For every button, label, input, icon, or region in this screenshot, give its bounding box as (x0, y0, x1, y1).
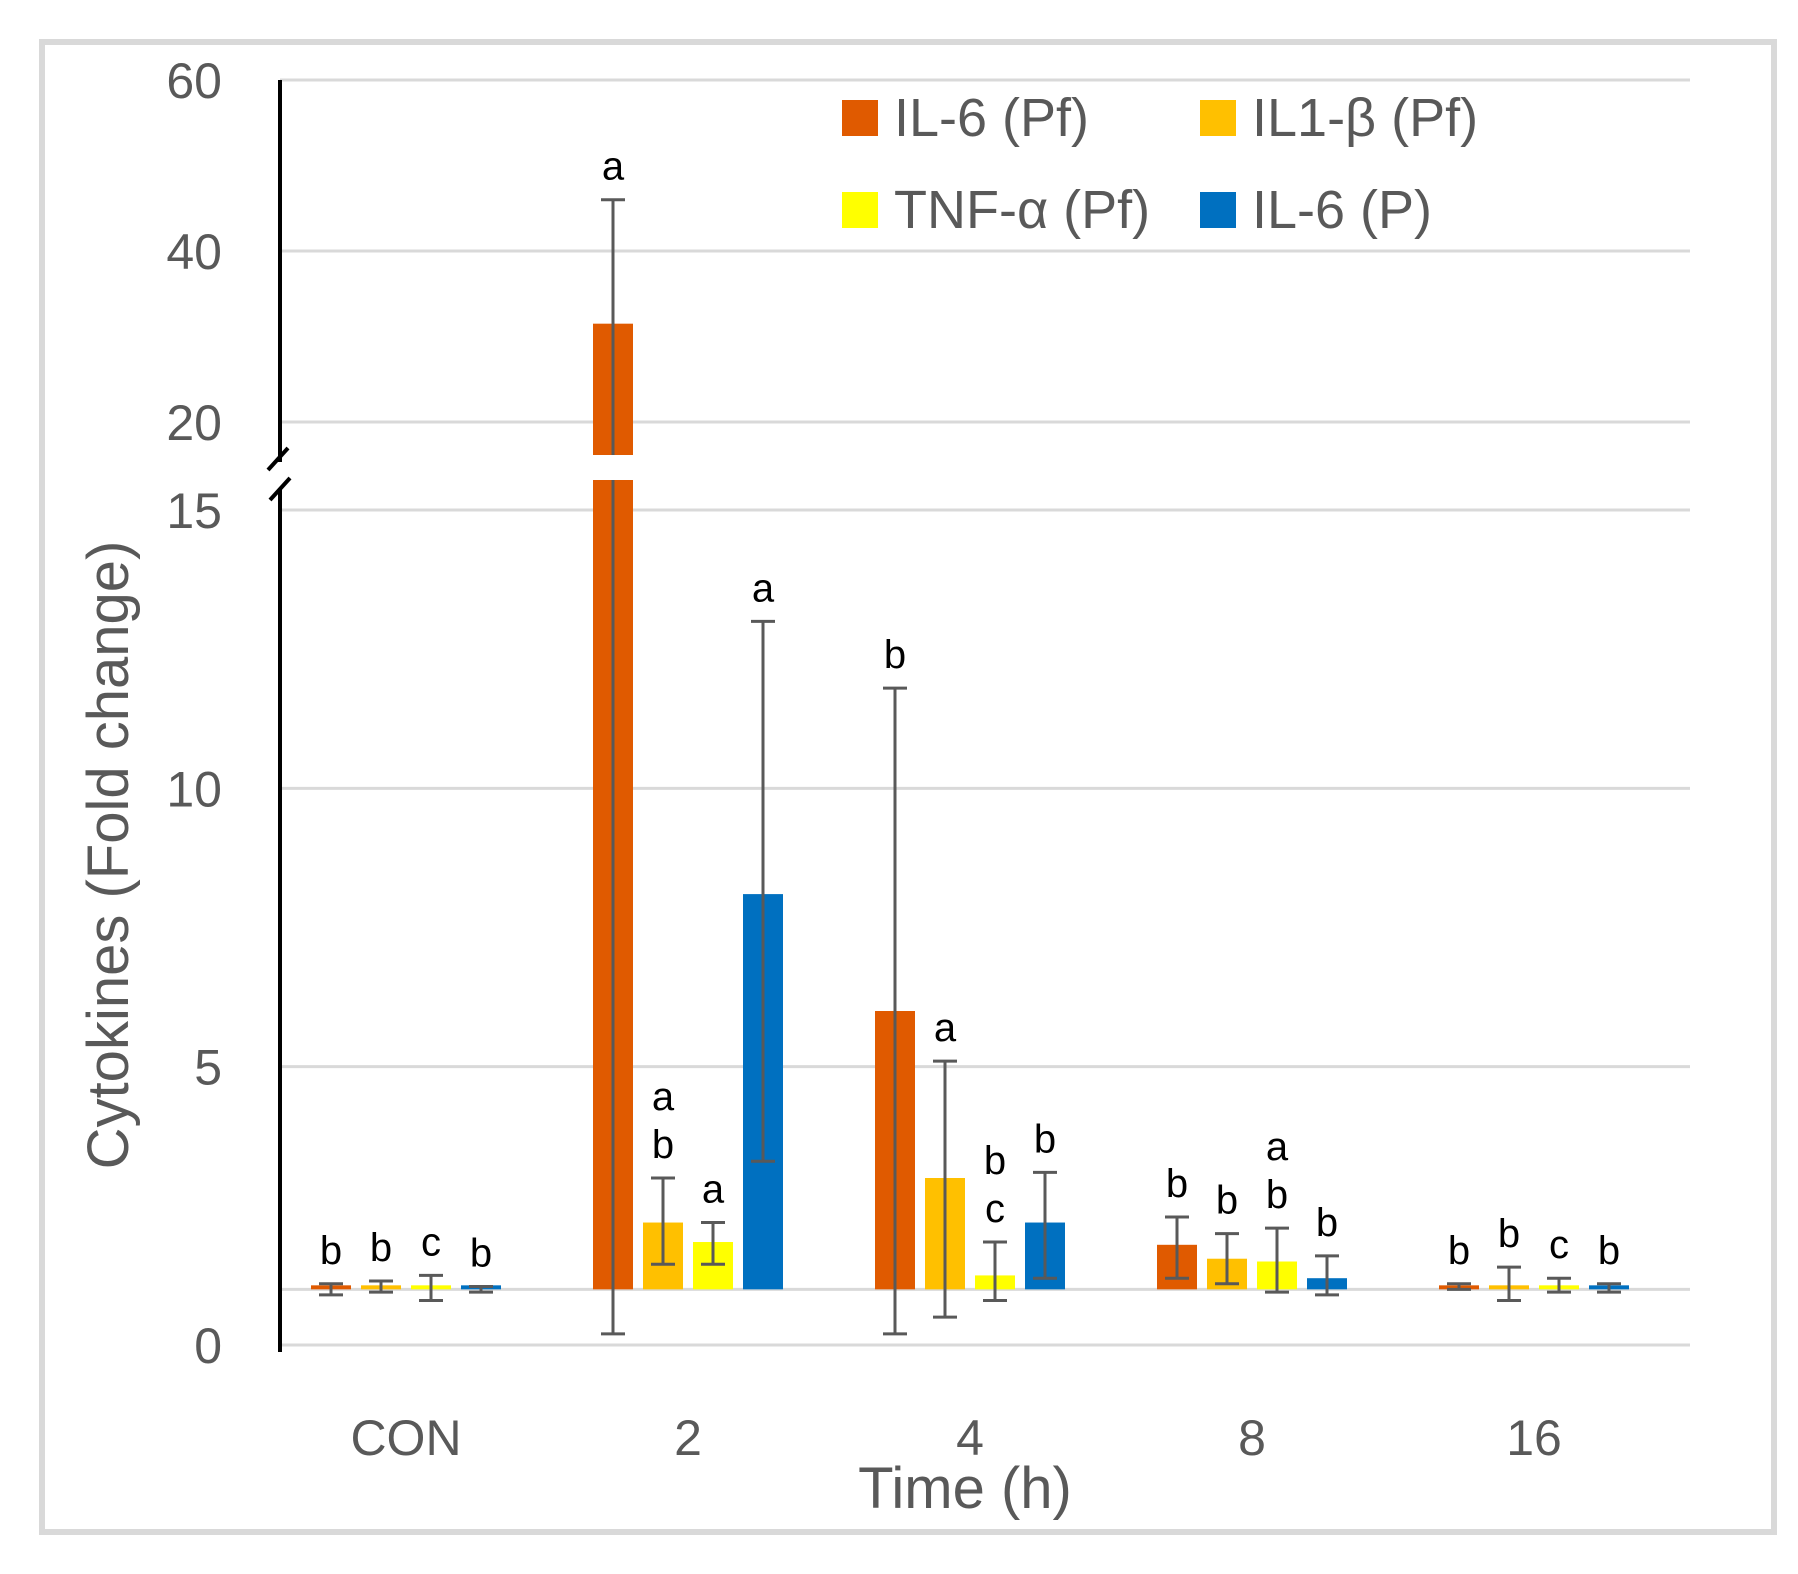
significance-label: b (1316, 1201, 1338, 1245)
significance-label: b (652, 1123, 674, 1167)
legend-label: IL-6 (P) (1252, 180, 1432, 240)
axis-break-mark (268, 476, 292, 502)
significance-label: b (320, 1229, 342, 1273)
y-tick-label: 20 (166, 395, 222, 451)
significance-label: b (470, 1232, 492, 1276)
significance-label: b (984, 1139, 1006, 1183)
x-tick-label: 4 (956, 1410, 984, 1466)
y-tick-label: 15 (166, 483, 222, 539)
legend-label: IL1-β (Pf) (1252, 88, 1478, 148)
significance-label: a (702, 1168, 725, 1212)
x-tick-label: 8 (1238, 1410, 1266, 1466)
y-tick-label: 60 (166, 53, 222, 109)
y-axis-title: Cytokines (Fold change) (76, 541, 141, 1170)
error-bars (319, 198, 1621, 1336)
axis-break-mark (266, 446, 290, 472)
y-tick-label: 10 (166, 761, 222, 817)
tick-labels: 0 5 10 15 20 40 60 CON 2 4 8 16 (166, 53, 1561, 1466)
legend-swatch (1200, 192, 1236, 228)
y-axis (266, 80, 292, 1352)
legend-label: TNF-α (Pf) (894, 180, 1150, 240)
x-tick-label: 2 (674, 1410, 702, 1466)
y-tick-label: 40 (166, 224, 222, 280)
significance-label: a (752, 566, 775, 610)
significance-label: b (884, 633, 906, 677)
y-tick-label: 0 (194, 1318, 222, 1374)
significance-label: b (1166, 1162, 1188, 1206)
y-tick-label: 5 (194, 1040, 222, 1096)
legend: IL-6 (Pf) IL1-β (Pf) TNF-α (Pf) IL-6 (P) (842, 88, 1478, 240)
legend-swatch (842, 192, 878, 228)
significance-label: c (421, 1220, 441, 1264)
legend-label: IL-6 (Pf) (894, 88, 1089, 148)
legend-swatch (842, 100, 878, 136)
significance-label: a (934, 1006, 957, 1050)
significance-label: a (1266, 1125, 1289, 1169)
significance-label: b (370, 1226, 392, 1270)
significance-label: b (1448, 1229, 1470, 1273)
legend-swatch (1200, 100, 1236, 136)
significance-label: c (985, 1187, 1005, 1231)
gridlines (280, 78, 1690, 1347)
significance-label: a (602, 145, 625, 189)
x-axis-title: Time (h) (858, 1456, 1072, 1521)
x-tick-label: 16 (1506, 1410, 1562, 1466)
significance-label: b (1034, 1117, 1056, 1161)
significance-label: c (1549, 1223, 1569, 1267)
x-tick-label: CON (350, 1410, 461, 1466)
significance-label: b (1266, 1173, 1288, 1217)
significance-label: b (1598, 1229, 1620, 1273)
significance-label: b (1216, 1179, 1238, 1223)
significance-label: b (1498, 1212, 1520, 1256)
significance-label: a (652, 1075, 675, 1119)
